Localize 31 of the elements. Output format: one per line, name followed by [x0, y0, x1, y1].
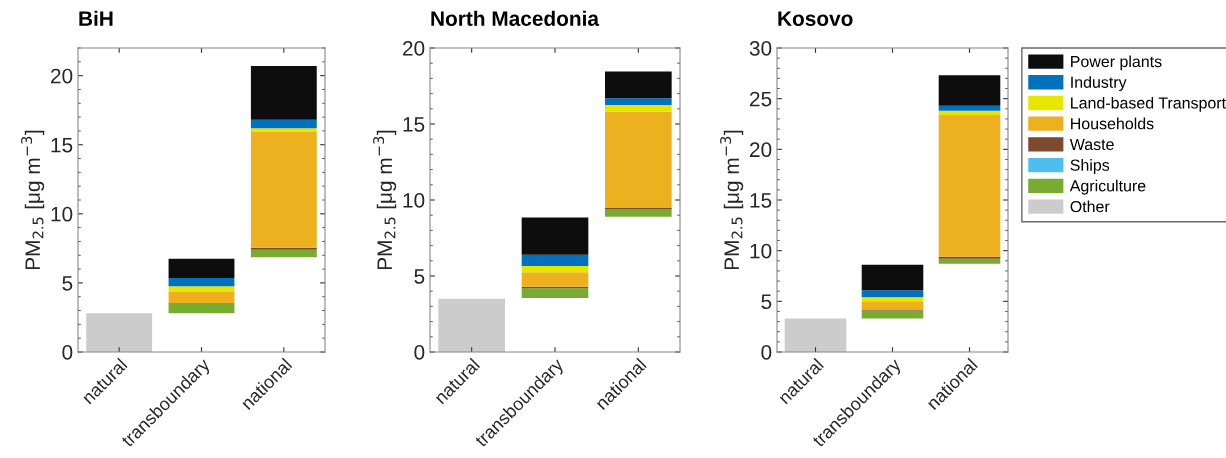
- y-tick-label: 30: [749, 41, 772, 56]
- chart-title: North Macedonia: [431, 10, 600, 26]
- y-tick-label: 15: [51, 137, 73, 153]
- legend-label: Power plants: [1071, 55, 1162, 71]
- y-tick-label: 20: [403, 41, 425, 56]
- y-tick-label: 15: [750, 193, 772, 208]
- chart-title: Kosovo: [778, 11, 853, 26]
- y-tick-label: 20: [750, 142, 772, 158]
- legend-label: Ships: [1070, 159, 1110, 174]
- legend-label: Households: [1071, 117, 1154, 130]
- y-tick-label: 0: [62, 345, 73, 360]
- y-tick-label: 0: [761, 345, 772, 360]
- y-tick-label: 10: [750, 243, 772, 259]
- y-tick-label: 10: [403, 193, 425, 208]
- legend-label: Agriculture: [1069, 179, 1146, 195]
- chart-title: BiH: [79, 10, 113, 26]
- y-axis-title: PM$_{2.5}$ [μg m$^{−3}$]: [373, 130, 397, 270]
- y-tick-label: 5: [414, 269, 425, 284]
- y-tick-label: 10: [51, 206, 73, 222]
- y-tick-label: 0: [414, 345, 425, 360]
- legend-label: Other: [1070, 200, 1110, 213]
- legend-label: Waste: [1069, 138, 1114, 151]
- legend-label: Industry: [1071, 76, 1127, 92]
- y-tick-label: 5: [62, 276, 73, 291]
- y-axis-title: PM$_{2.5}$ [μg m$^{−3}$]: [720, 130, 744, 270]
- y-tick-label: 15: [403, 117, 425, 132]
- y-tick-label: 20: [51, 68, 73, 84]
- y-axis-title: PM$_{2.5}$ [μg m$^{−3}$]: [21, 130, 45, 270]
- y-tick-label: 5: [761, 294, 772, 310]
- y-tick-label: 25: [750, 91, 772, 107]
- legend-label: Land-based Transport: [1071, 96, 1226, 112]
